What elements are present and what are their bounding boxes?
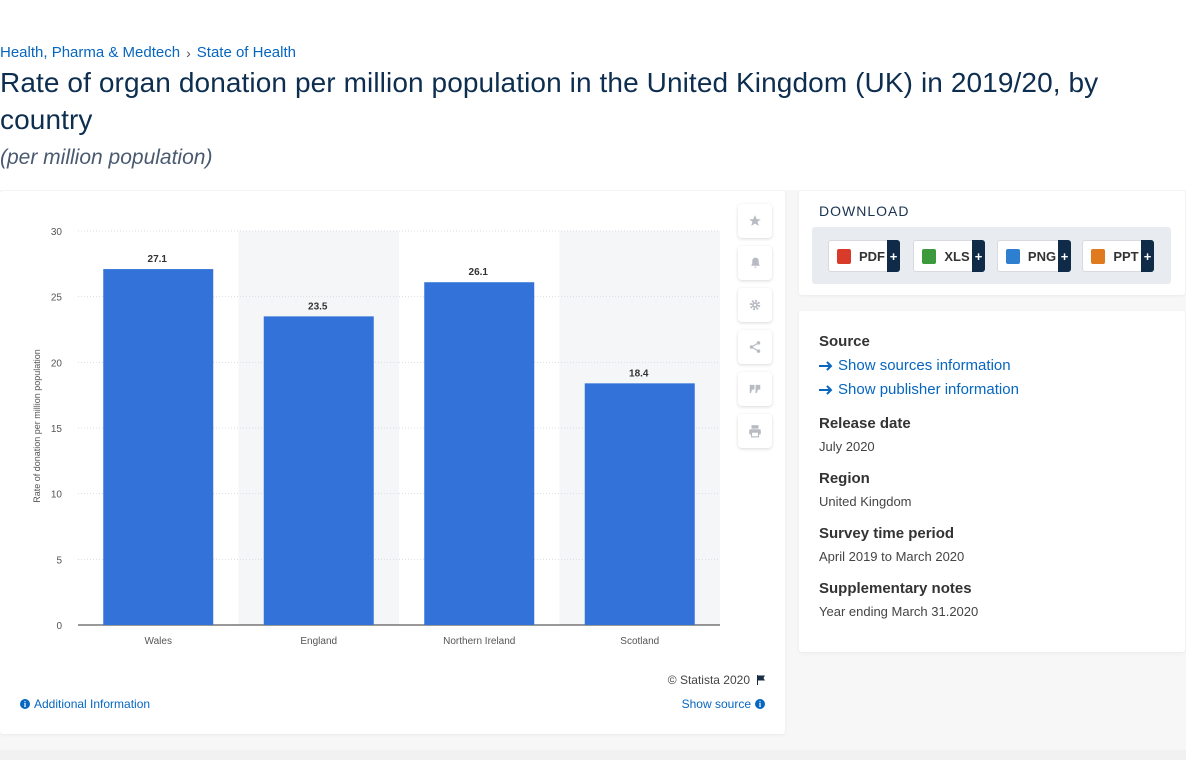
notification-button[interactable] bbox=[738, 246, 772, 280]
download-ppt-label: PPT bbox=[1113, 248, 1139, 264]
show-source-link[interactable]: Show source i bbox=[682, 697, 765, 711]
top-strip bbox=[0, 0, 1186, 40]
download-pdf-button[interactable]: PDF + bbox=[828, 240, 900, 272]
chart-toolbar bbox=[738, 204, 772, 456]
download-pdf-label: PDF bbox=[859, 248, 885, 264]
print-button[interactable] bbox=[738, 414, 772, 448]
show-publisher-label: Show publisher information bbox=[838, 381, 1019, 398]
arrow-right-icon bbox=[819, 384, 833, 395]
page-subtitle: (per million population) bbox=[0, 146, 213, 169]
cite-button[interactable] bbox=[738, 372, 772, 406]
additional-info-link[interactable]: i Additional Information bbox=[20, 697, 150, 711]
download-xls-label: XLS bbox=[944, 248, 970, 264]
y-axis-title: Rate of donation per million population bbox=[32, 349, 42, 503]
bottom-strip bbox=[0, 750, 1186, 760]
download-pdf-plus[interactable]: + bbox=[887, 240, 900, 272]
quote-icon bbox=[749, 384, 761, 394]
x-tick-label: Wales bbox=[145, 636, 172, 647]
breadcrumb: Health, Pharma & Medtech › State of Heal… bbox=[0, 44, 296, 61]
bell-icon bbox=[750, 257, 760, 268]
chart-card: 0 5 10 15 20 25 30 27.1 Wales 23.5 England 26.1 Nort… bbox=[0, 191, 785, 734]
region-heading: Region bbox=[819, 470, 870, 487]
arrow-right-icon bbox=[819, 360, 833, 371]
additional-info-label: Additional Information bbox=[34, 697, 151, 711]
flag-icon[interactable] bbox=[755, 674, 767, 686]
download-png-label: PNG bbox=[1027, 248, 1057, 264]
x-tick-label: Scotland bbox=[620, 636, 659, 647]
favorite-button[interactable] bbox=[738, 204, 772, 238]
share-icon bbox=[749, 341, 761, 353]
data-label: 23.5 bbox=[308, 301, 328, 312]
show-publisher-link[interactable]: Show publisher information bbox=[819, 381, 1019, 398]
download-xls-button[interactable]: XLS + bbox=[913, 240, 985, 272]
ppt-icon bbox=[1091, 248, 1105, 264]
header-background bbox=[0, 40, 1186, 190]
survey-period-value: April 2019 to March 2020 bbox=[819, 549, 965, 564]
download-xls-plus[interactable]: + bbox=[972, 240, 985, 272]
bar-northern-ireland bbox=[424, 282, 535, 625]
bar-chart: 0 5 10 15 20 25 30 27.1 Wales 23.5 England 26.1 Nort… bbox=[32, 227, 720, 647]
copyright-notice: © Statista 2020 bbox=[668, 673, 767, 687]
breadcrumb-category-link[interactable]: Health, Pharma & Medtech bbox=[0, 44, 181, 61]
release-date-value: July 2020 bbox=[819, 439, 875, 454]
y-tick-label: 20 bbox=[51, 358, 63, 369]
share-button[interactable] bbox=[738, 330, 772, 364]
show-source-label: Show source bbox=[681, 697, 751, 711]
download-card: DOWNLOAD PDF + XLS + PNG + PPT + bbox=[799, 191, 1185, 295]
png-icon bbox=[1006, 248, 1020, 264]
xls-icon bbox=[922, 248, 936, 264]
y-tick-label: 10 bbox=[51, 490, 63, 501]
supplementary-notes-heading: Supplementary notes bbox=[819, 580, 972, 597]
data-label: 27.1 bbox=[148, 254, 168, 265]
bar-england bbox=[263, 316, 374, 625]
supplementary-notes-value: Year ending March 31.2020 bbox=[819, 604, 979, 619]
y-tick-label: 15 bbox=[51, 424, 63, 435]
show-sources-label: Show sources information bbox=[838, 357, 1011, 374]
data-label: 18.4 bbox=[629, 368, 649, 379]
page-title: Rate of organ donation per million popul… bbox=[0, 67, 1099, 135]
pdf-icon bbox=[837, 248, 851, 264]
y-tick-label: 5 bbox=[56, 555, 62, 566]
bar-wales bbox=[103, 269, 214, 625]
print-icon bbox=[749, 425, 761, 438]
survey-period-heading: Survey time period bbox=[819, 525, 955, 542]
settings-button[interactable] bbox=[738, 288, 772, 322]
region-value: United Kingdom bbox=[819, 494, 912, 509]
y-tick-label: 0 bbox=[56, 621, 62, 632]
star-icon bbox=[749, 215, 761, 226]
source-heading: Source bbox=[819, 333, 870, 350]
bar-scotland bbox=[584, 383, 695, 625]
info-icon: i bbox=[755, 699, 765, 709]
x-tick-label: Northern Ireland bbox=[443, 636, 515, 647]
breadcrumb-topic-link[interactable]: State of Health bbox=[196, 44, 296, 61]
y-tick-label: 25 bbox=[51, 293, 63, 304]
data-label: 26.1 bbox=[469, 267, 489, 278]
download-title: DOWNLOAD bbox=[819, 203, 910, 219]
show-sources-link[interactable]: Show sources information bbox=[819, 357, 1011, 374]
y-tick-label: 30 bbox=[51, 227, 63, 238]
download-ppt-plus[interactable]: + bbox=[1141, 240, 1154, 272]
download-ppt-button[interactable]: PPT + bbox=[1082, 240, 1154, 272]
release-date-heading: Release date bbox=[819, 415, 911, 432]
details-card: Source Show sources information Show pub… bbox=[799, 311, 1185, 652]
info-icon: i bbox=[20, 699, 30, 709]
download-bar: PDF + XLS + PNG + PPT + bbox=[812, 227, 1171, 284]
gear-icon bbox=[749, 299, 761, 311]
download-png-button[interactable]: PNG + bbox=[997, 240, 1071, 272]
breadcrumb-separator: › bbox=[186, 44, 191, 61]
x-tick-label: England bbox=[300, 636, 337, 647]
download-png-plus[interactable]: + bbox=[1058, 240, 1071, 272]
copyright-text: © Statista 2020 bbox=[667, 673, 750, 687]
